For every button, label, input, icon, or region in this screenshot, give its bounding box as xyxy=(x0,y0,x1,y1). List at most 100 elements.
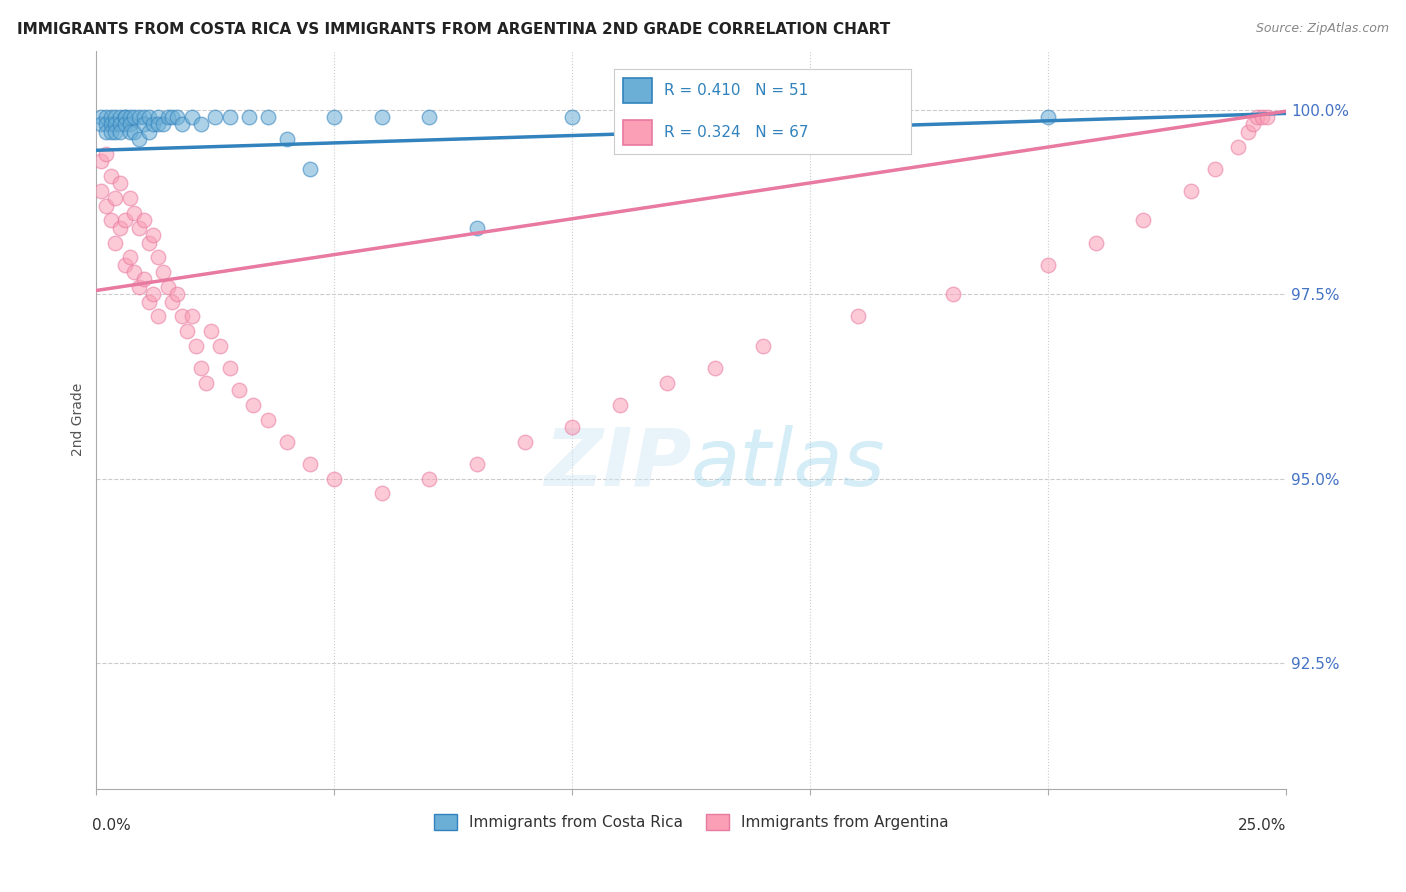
Point xyxy=(256,412,278,426)
Point xyxy=(128,280,150,294)
Point xyxy=(1204,161,1226,176)
Point xyxy=(118,191,141,205)
Point xyxy=(152,118,174,132)
Point xyxy=(114,213,136,227)
Point xyxy=(218,361,240,376)
Point xyxy=(1246,110,1268,124)
Text: IMMIGRANTS FROM COSTA RICA VS IMMIGRANTS FROM ARGENTINA 2ND GRADE CORRELATION CH: IMMIGRANTS FROM COSTA RICA VS IMMIGRANTS… xyxy=(17,22,890,37)
Point xyxy=(1084,235,1107,250)
Point xyxy=(118,250,141,264)
Point xyxy=(90,154,112,169)
Point xyxy=(209,339,232,353)
Point xyxy=(118,118,141,132)
Point xyxy=(1036,110,1059,124)
Text: Source: ZipAtlas.com: Source: ZipAtlas.com xyxy=(1256,22,1389,36)
Point xyxy=(162,294,184,309)
Point xyxy=(156,110,179,124)
Point xyxy=(128,132,150,146)
Point xyxy=(238,110,260,124)
Point xyxy=(100,110,122,124)
Point xyxy=(104,118,127,132)
Point xyxy=(1036,258,1059,272)
Point xyxy=(751,339,773,353)
Point xyxy=(561,420,583,434)
Point xyxy=(138,125,160,139)
Point xyxy=(114,110,136,124)
Point xyxy=(94,118,117,132)
Point xyxy=(118,125,141,139)
Point xyxy=(132,118,155,132)
Point xyxy=(1132,213,1154,227)
Text: atlas: atlas xyxy=(692,425,886,503)
Point xyxy=(180,110,202,124)
Point xyxy=(142,228,165,243)
Point xyxy=(124,206,146,220)
Point xyxy=(156,280,179,294)
Point xyxy=(104,125,127,139)
Point xyxy=(132,110,155,124)
Text: 25.0%: 25.0% xyxy=(1237,818,1286,833)
Point xyxy=(846,110,869,124)
Point xyxy=(942,287,965,301)
Point xyxy=(204,110,226,124)
Point xyxy=(418,472,440,486)
Point xyxy=(124,110,146,124)
Point xyxy=(703,361,725,376)
Point xyxy=(108,110,131,124)
Point xyxy=(513,434,536,449)
Y-axis label: 2nd Grade: 2nd Grade xyxy=(72,383,86,456)
Point xyxy=(186,339,208,353)
Point xyxy=(104,191,127,205)
Point xyxy=(128,220,150,235)
Point xyxy=(371,486,394,500)
Point xyxy=(132,213,155,227)
Point xyxy=(170,310,193,324)
Point xyxy=(180,310,202,324)
Point xyxy=(465,457,488,471)
Point xyxy=(846,310,869,324)
Point xyxy=(194,376,217,390)
Text: 0.0%: 0.0% xyxy=(91,818,131,833)
Point xyxy=(170,118,193,132)
Point xyxy=(148,250,170,264)
Point xyxy=(138,110,160,124)
Point xyxy=(299,457,322,471)
Point xyxy=(465,220,488,235)
Point xyxy=(90,118,112,132)
Point xyxy=(323,472,346,486)
Legend: Immigrants from Costa Rica, Immigrants from Argentina: Immigrants from Costa Rica, Immigrants f… xyxy=(427,808,955,836)
Point xyxy=(276,434,298,449)
Point xyxy=(148,118,170,132)
Point xyxy=(100,125,122,139)
Point xyxy=(228,383,250,397)
Point xyxy=(1241,118,1264,132)
Point xyxy=(142,287,165,301)
Point xyxy=(162,110,184,124)
Point xyxy=(100,213,122,227)
Point xyxy=(108,118,131,132)
Point xyxy=(190,361,212,376)
Point xyxy=(100,118,122,132)
Point xyxy=(1227,139,1250,153)
Point xyxy=(609,398,631,412)
Point xyxy=(128,110,150,124)
Point xyxy=(94,199,117,213)
Point xyxy=(148,110,170,124)
Point xyxy=(114,110,136,124)
Point xyxy=(1251,110,1274,124)
Point xyxy=(90,110,112,124)
Point xyxy=(242,398,264,412)
Point xyxy=(114,258,136,272)
Point xyxy=(108,177,131,191)
Point xyxy=(118,110,141,124)
Point xyxy=(138,235,160,250)
Point xyxy=(124,125,146,139)
Point xyxy=(142,118,165,132)
Point xyxy=(256,110,278,124)
Point xyxy=(1180,184,1202,198)
Point xyxy=(166,287,188,301)
Point xyxy=(200,324,222,338)
Point xyxy=(323,110,346,124)
Point xyxy=(1256,110,1278,124)
Point xyxy=(132,272,155,286)
